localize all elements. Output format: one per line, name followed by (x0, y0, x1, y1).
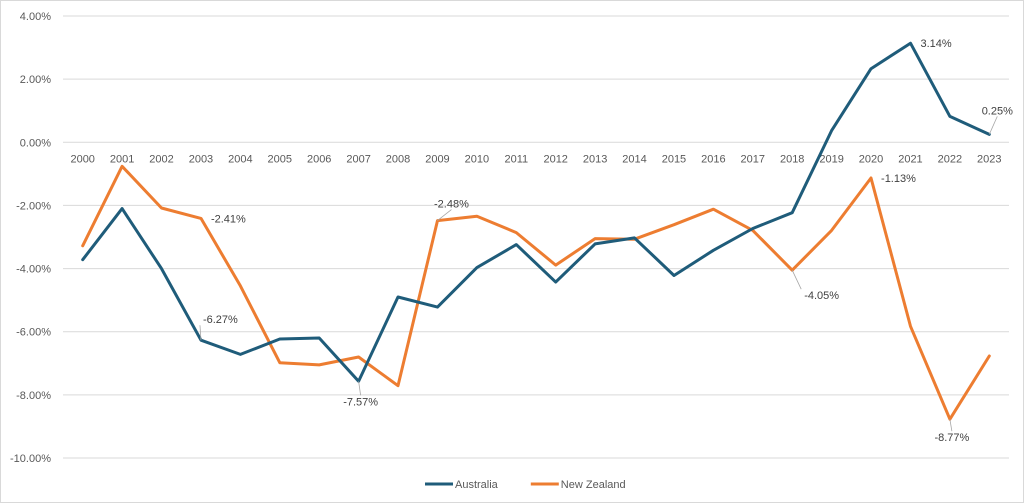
y-tick-label: -2.00% (16, 200, 51, 212)
data-label-leader (949, 419, 953, 432)
legend: Australia New Zealand (425, 479, 626, 491)
data-label: 3.14% (920, 38, 951, 50)
x-axis-tick-labels: 2000 2001 2002 2003 2004 2005 2006 2007 2008 2009… (70, 153, 1001, 165)
x-tick-label: 2006 (307, 153, 331, 165)
data-labels: -6.27% -7.57% 3.14% 0.25% -2.41% -2.48% -4.05%… (199, 38, 1013, 444)
x-tick-label: 2013 (583, 153, 607, 165)
data-label-leader (358, 381, 362, 396)
series-lines (81, 41, 991, 421)
series-line-new-zealand (81, 164, 991, 421)
x-tick-label: 2008 (386, 153, 410, 165)
x-tick-label: 2007 (346, 153, 370, 165)
data-label-leader (791, 269, 802, 290)
y-tick-label: -8.00% (16, 390, 51, 402)
legend-label-australia: Australia (455, 479, 499, 491)
x-tick-label: 2010 (465, 153, 489, 165)
x-tick-label: 2012 (543, 153, 567, 165)
x-tick-label: 2015 (662, 153, 686, 165)
gridlines (63, 15, 1009, 459)
data-label: -6.27% (203, 314, 238, 326)
x-tick-label: 2022 (938, 153, 962, 165)
y-axis-tick-labels: 4.00% 2.00% 0.00% -2.00% -4.00% -6.00% -8.00% -… (10, 11, 51, 465)
y-tick-label: -6.00% (16, 327, 51, 339)
x-tick-label: 2023 (977, 153, 1001, 165)
x-tick-label: 2009 (425, 153, 449, 165)
data-label: -8.77% (934, 432, 969, 444)
x-tick-label: 2014 (622, 153, 646, 165)
data-label-leader (199, 325, 202, 341)
x-tick-label: 2004 (228, 153, 252, 165)
y-tick-label: -10.00% (10, 453, 51, 465)
data-label: -4.05% (804, 290, 839, 302)
x-tick-label: 2019 (819, 153, 843, 165)
legend-label-new-zealand: New Zealand (561, 479, 626, 491)
x-tick-label: 2002 (149, 153, 173, 165)
y-tick-label: 0.00% (20, 137, 51, 149)
data-label: 0.25% (982, 105, 1013, 117)
data-label-leader (988, 116, 998, 135)
x-tick-label: 2000 (70, 153, 94, 165)
data-label: -2.41% (211, 213, 246, 225)
y-tick-label: 2.00% (20, 74, 51, 86)
x-tick-label: 2020 (859, 153, 883, 165)
y-tick-label: -4.00% (16, 264, 51, 276)
x-tick-label: 2018 (780, 153, 804, 165)
data-label-leader (437, 209, 452, 221)
x-tick-label: 2021 (898, 153, 922, 165)
x-tick-label: 2001 (110, 153, 134, 165)
series-line-australia (81, 41, 991, 383)
data-label: -7.57% (343, 396, 378, 408)
x-tick-label: 2016 (701, 153, 725, 165)
x-tick-label: 2003 (189, 153, 213, 165)
y-tick-label: 4.00% (20, 11, 51, 23)
x-tick-label: 2005 (268, 153, 292, 165)
data-label: -1.13% (881, 173, 916, 185)
x-tick-label: 2011 (504, 153, 528, 165)
x-tick-label: 2017 (741, 153, 765, 165)
data-label: -2.48% (434, 199, 469, 211)
